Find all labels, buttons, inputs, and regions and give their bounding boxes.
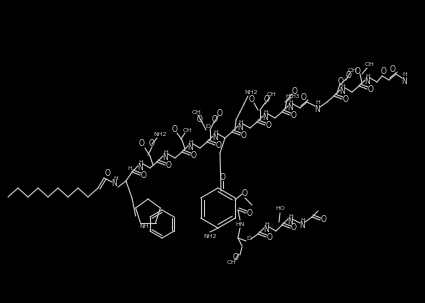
Text: O: O — [346, 72, 352, 81]
Text: N: N — [339, 88, 345, 96]
Text: N: N — [314, 105, 320, 114]
Text: H: H — [264, 109, 268, 115]
Text: O: O — [242, 189, 248, 198]
Text: O: O — [141, 171, 147, 179]
Text: H: H — [402, 72, 408, 78]
Text: H: H — [366, 74, 370, 78]
Text: H: H — [286, 95, 290, 99]
Text: N: N — [287, 104, 293, 112]
Text: O: O — [264, 95, 270, 105]
Text: H: H — [316, 101, 320, 105]
Text: H: H — [340, 84, 346, 88]
Text: NH2: NH2 — [153, 132, 167, 138]
Text: H: H — [300, 218, 306, 222]
Text: O: O — [267, 232, 273, 241]
Text: CH3: CH3 — [288, 95, 300, 99]
Text: O: O — [301, 94, 307, 102]
Text: NH: NH — [139, 224, 149, 228]
Text: N: N — [237, 124, 243, 132]
Text: O: O — [390, 65, 396, 75]
Text: N: N — [187, 144, 193, 152]
Text: HN: HN — [235, 221, 245, 227]
Text: N: N — [263, 225, 269, 235]
Text: NH2: NH2 — [203, 234, 217, 238]
Text: H: H — [289, 99, 293, 105]
Text: O: O — [105, 169, 111, 178]
Text: H: H — [238, 119, 244, 125]
Text: O: O — [291, 111, 297, 119]
Text: H: H — [128, 165, 132, 171]
Text: O: O — [197, 115, 203, 124]
Text: H: H — [214, 129, 218, 135]
Text: O: O — [233, 254, 239, 262]
Text: O: O — [217, 108, 223, 118]
Text: O: O — [321, 215, 327, 225]
Text: D: D — [206, 125, 210, 129]
Text: O: O — [368, 85, 374, 94]
Text: OH: OH — [348, 68, 358, 72]
Text: HO: HO — [275, 207, 285, 211]
Text: D: D — [246, 235, 252, 241]
Text: O: O — [338, 76, 344, 85]
Text: O: O — [355, 66, 361, 75]
Text: O: O — [291, 224, 297, 232]
Text: O: O — [166, 161, 172, 169]
Text: OH: OH — [192, 109, 202, 115]
Text: O: O — [216, 141, 222, 149]
Text: O: O — [172, 125, 178, 135]
Text: N: N — [401, 76, 407, 85]
Text: O: O — [212, 115, 218, 124]
Text: O: O — [381, 68, 387, 76]
Text: OH: OH — [183, 128, 193, 134]
Text: O: O — [343, 95, 349, 104]
Text: N: N — [111, 179, 117, 188]
Text: N: N — [212, 134, 218, 142]
Text: N: N — [262, 114, 268, 122]
Text: O: O — [241, 131, 247, 139]
Text: NH2: NH2 — [244, 91, 258, 95]
Text: OH: OH — [267, 92, 277, 96]
Text: O: O — [292, 86, 298, 95]
Text: N: N — [364, 78, 370, 86]
Text: O: O — [139, 139, 145, 148]
Text: O: O — [191, 151, 197, 159]
Text: O: O — [266, 121, 272, 129]
Text: N: N — [162, 154, 168, 162]
Text: O: O — [247, 208, 253, 218]
Text: O: O — [149, 138, 155, 148]
Text: OH: OH — [227, 261, 237, 265]
Text: O: O — [220, 172, 226, 181]
Text: N: N — [299, 221, 305, 229]
Text: H: H — [113, 177, 119, 181]
Text: H: H — [265, 222, 269, 228]
Text: H: H — [164, 149, 168, 155]
Text: H: H — [289, 214, 293, 218]
Text: OH: OH — [365, 62, 375, 68]
Text: N: N — [287, 217, 293, 225]
Text: H: H — [139, 159, 143, 165]
Text: O: O — [249, 95, 255, 105]
Text: H: H — [189, 139, 193, 145]
Text: N: N — [137, 164, 143, 172]
